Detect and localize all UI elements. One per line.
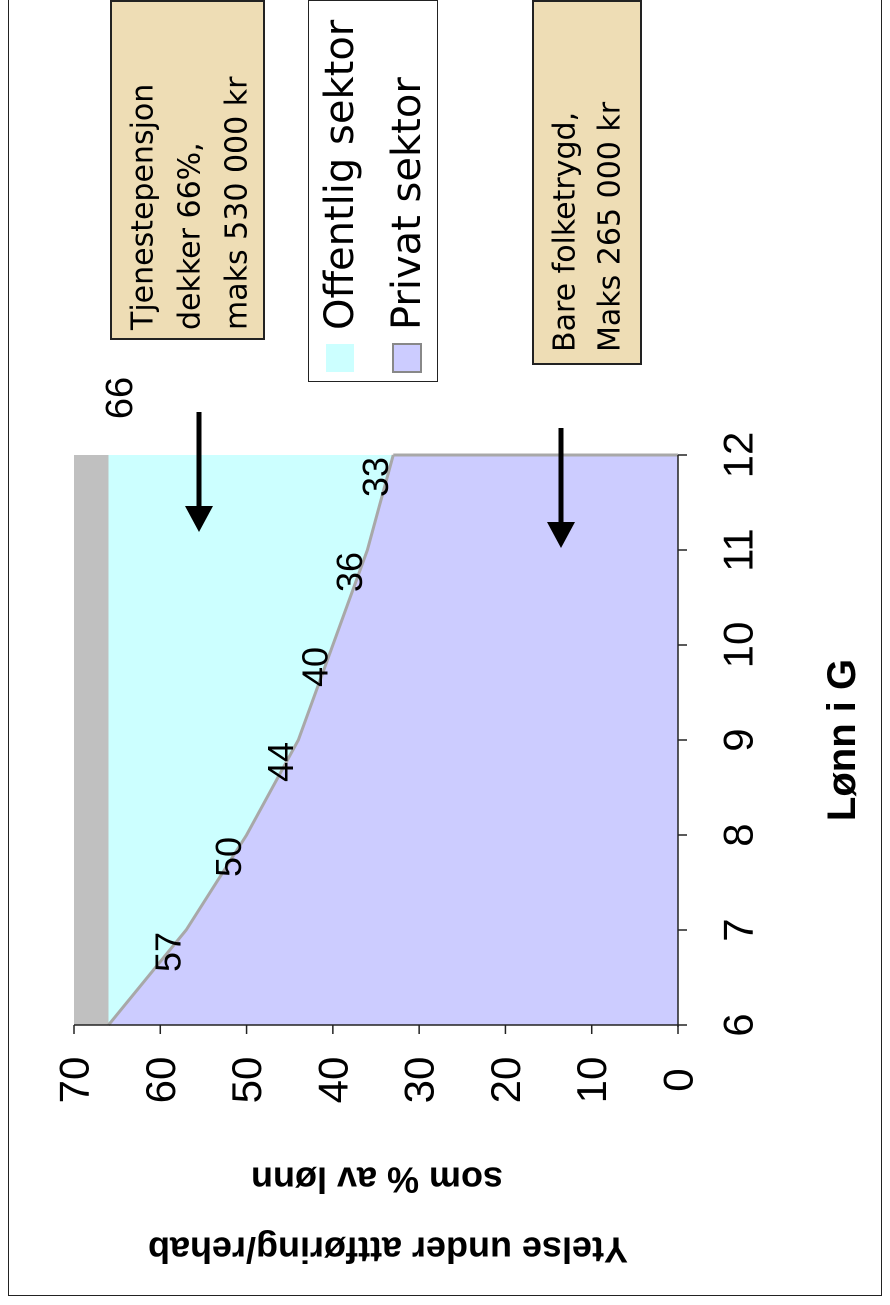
y-tick-label: 0 <box>655 1068 702 1091</box>
y-tick-label: 30 <box>396 1057 443 1104</box>
data-label: 33 <box>355 457 396 497</box>
arrow-public-head <box>185 506 213 532</box>
y-tick-label: 50 <box>223 1057 270 1104</box>
x-tick-label: 6 <box>715 1013 762 1036</box>
data-label: 36 <box>329 552 370 592</box>
legend-swatch <box>392 343 422 373</box>
legend-swatch <box>326 344 354 372</box>
series-line-privat-sektor <box>107 454 395 1026</box>
annotation-public-text: Tjenestepensjon <box>126 84 161 331</box>
legend-label: Offentlig sektor <box>317 19 363 330</box>
y-tick-label: 40 <box>309 1057 356 1104</box>
annotation-private-text: Maks 265 000 kr <box>593 101 628 352</box>
grey-band <box>74 455 109 1025</box>
data-label: 40 <box>294 647 335 687</box>
x-tick-label: 12 <box>715 432 762 479</box>
legend-label: Privat sektor <box>384 77 430 330</box>
x-tick-label: 11 <box>715 528 762 572</box>
y-tick-label: 70 <box>51 1057 98 1104</box>
y-tick-label: 20 <box>482 1057 529 1104</box>
y-axis-title-line1: Ytelse under attføring/rehab <box>148 1230 628 1271</box>
arrow-private-head <box>547 522 575 548</box>
x-tick-label: 7 <box>715 918 762 941</box>
annotation-public-text: dekker 66%, <box>173 142 208 330</box>
annotation-private-box <box>532 0 642 365</box>
offentlig-value-label: 66 <box>99 377 141 419</box>
x-axis-title: Lønn i G <box>820 659 864 821</box>
series-area-privat-sektor <box>108 455 678 1025</box>
data-label: 44 <box>260 742 301 782</box>
y-axis-title-line2: som % av lønn <box>251 1160 503 1201</box>
annotation-public-text: maks 530 000 kr <box>220 76 255 330</box>
data-label: 50 <box>208 837 249 877</box>
y-tick-label: 60 <box>137 1057 184 1104</box>
x-tick-label: 9 <box>715 728 762 751</box>
y-tick-label: 10 <box>568 1057 615 1104</box>
chart-frame <box>8 0 882 1296</box>
annotation-public-box <box>110 0 265 340</box>
x-tick-label: 8 <box>715 823 762 846</box>
data-label: 57 <box>148 932 189 972</box>
x-tick-label: 10 <box>715 622 762 669</box>
legend-box <box>308 0 438 382</box>
annotation-private-text: Bare folketrygd, <box>548 112 583 352</box>
